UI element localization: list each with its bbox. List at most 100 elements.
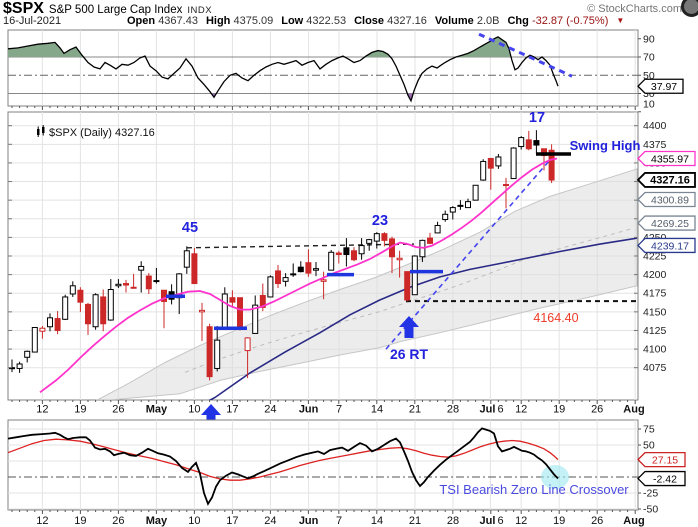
x-axis-label: Jun xyxy=(299,404,319,416)
x-axis-label: 6 xyxy=(497,404,503,416)
volume-value: 2.0B xyxy=(476,15,500,27)
value-box-label: 4327.16 xyxy=(650,175,690,187)
x-axis-label-bottom: 24 xyxy=(264,515,276,527)
x-axis-label: Aug xyxy=(623,404,644,416)
x-axis-label: 28 xyxy=(447,404,459,416)
x-axis-label: 24 xyxy=(264,404,276,416)
x-axis-label-bottom: 26 xyxy=(591,515,603,527)
x-axis-label: 19 xyxy=(74,404,86,416)
candles xyxy=(9,130,555,381)
chg-label: Chg xyxy=(507,15,529,27)
price-scale-label: 4125 xyxy=(643,325,667,337)
value-box-label: -2.42 xyxy=(653,473,677,485)
high-value: 4375.09 xyxy=(233,15,274,27)
symbol: $SPX xyxy=(3,0,44,17)
axis-ticks xyxy=(11,106,636,110)
symbol-daily-label: $SPX (Daily) 4327.16 xyxy=(49,127,155,139)
price-scale-label: 4100 xyxy=(643,344,667,356)
count-annotation: 23 xyxy=(372,213,388,229)
tsi-scale-label: 75 xyxy=(643,424,655,436)
price-scale-label: 4150 xyxy=(643,306,667,318)
value-box xyxy=(637,191,696,208)
rsi-scale-label: 90 xyxy=(643,33,655,45)
price-scale-label: 4175 xyxy=(643,288,667,300)
x-axis-label-bottom: 17 xyxy=(226,515,238,527)
x-axis-label: 14 xyxy=(371,404,383,416)
x-axis-label-bottom: 19 xyxy=(74,515,86,527)
chart-title-row: $SPX S&P 500 Large Cap Index INDX xyxy=(3,0,212,18)
symbol-name: S&P 500 Large Cap Index xyxy=(48,4,183,16)
low-label: Low xyxy=(281,15,304,27)
close-label: Close xyxy=(354,15,385,27)
value-box-label: 37.97 xyxy=(651,81,677,93)
support-price-label: 4164.40 xyxy=(533,311,578,325)
value-box-label: 4239.17 xyxy=(651,240,689,252)
x-axis-label: 12 xyxy=(36,404,48,416)
crossover-highlight xyxy=(541,465,569,489)
axis-ticks xyxy=(11,510,636,514)
down-triangle-icon: ▼ xyxy=(616,16,625,25)
rsi-panel xyxy=(7,29,639,107)
x-axis-label-bottom: 7 xyxy=(336,515,342,527)
x-axis-label: 7 xyxy=(336,404,342,416)
x-axis-label-bottom: May xyxy=(146,515,168,527)
x-axis-label: 21 xyxy=(409,404,421,416)
value-box xyxy=(637,237,696,254)
rsi-line xyxy=(8,36,559,103)
price-scale-label: 4375 xyxy=(643,139,667,151)
corner-widget-icon[interactable] xyxy=(681,0,698,17)
blue-up-arrow xyxy=(201,404,221,426)
quote-row: Open 4367.43 High 4375.09 Low 4322.53 Close… xyxy=(127,15,624,27)
x-axis-label: 19 xyxy=(553,404,565,416)
volume-label: Volume xyxy=(434,15,474,27)
price-plot xyxy=(8,125,638,400)
x-axis-label-bottom: 26 xyxy=(112,515,124,527)
vertical-gridlines xyxy=(41,420,636,510)
resistance-dashed-line xyxy=(186,243,415,249)
chg-value: -32.87 (-0.75%) xyxy=(531,15,609,27)
stockcharts-credit: © StockCharts.com xyxy=(587,3,682,15)
x-axis-label: 12 xyxy=(515,404,527,416)
value-box-label: 4269.25 xyxy=(651,218,689,230)
tsi-signal-line xyxy=(8,438,559,481)
rt-count-label: 26 RT xyxy=(390,346,429,362)
tsi-line xyxy=(8,427,559,506)
exchange: INDX xyxy=(187,5,213,16)
x-axis-label-bottom: 14 xyxy=(371,515,383,527)
value-box xyxy=(637,470,686,487)
x-axis-label-bottom: 12 xyxy=(515,515,527,527)
tsi-scale-label: -25 xyxy=(643,488,658,500)
count-annotation: 45 xyxy=(182,220,198,236)
rsi-plot xyxy=(8,32,638,103)
tsi-panel xyxy=(7,419,639,511)
value-box-label: 27.15 xyxy=(652,454,678,466)
x-axis-label-bottom: 6 xyxy=(497,515,503,527)
x-axis-label-bottom: 28 xyxy=(447,515,459,527)
pink-moving-average xyxy=(39,157,558,394)
close-value: 4327.16 xyxy=(387,15,427,27)
price-scale-label: 4225 xyxy=(643,251,667,263)
axis-ticks xyxy=(11,400,636,404)
tsi-annotation: TSI Bearish Zero Line Crossover xyxy=(439,482,629,497)
x-axis-label: 17 xyxy=(226,404,238,416)
price-scale-label: 4200 xyxy=(643,269,667,281)
value-box xyxy=(637,215,696,231)
count-annotation: 17 xyxy=(529,110,545,126)
chart-date: 16-Jul-2021 xyxy=(3,15,62,27)
x-axis-label-bottom: 12 xyxy=(36,515,48,527)
value-box xyxy=(637,150,696,167)
high-label: High xyxy=(205,15,231,27)
value-box xyxy=(637,78,684,94)
x-axis-label-bottom: 10 xyxy=(188,515,200,527)
x-axis-label-bottom: 21 xyxy=(409,515,421,527)
symbol-label-group: $SPX (Daily) 4327.16 xyxy=(37,125,155,139)
value-box xyxy=(637,451,686,468)
x-axis-label-bottom: Jun xyxy=(299,515,319,527)
x-axis-label: Jul xyxy=(480,404,496,416)
rsi-scale-label: 50 xyxy=(643,70,655,82)
value-box-label: 4355.97 xyxy=(651,153,689,165)
low-value: 4322.53 xyxy=(306,15,347,27)
price-channel-band xyxy=(96,168,638,400)
